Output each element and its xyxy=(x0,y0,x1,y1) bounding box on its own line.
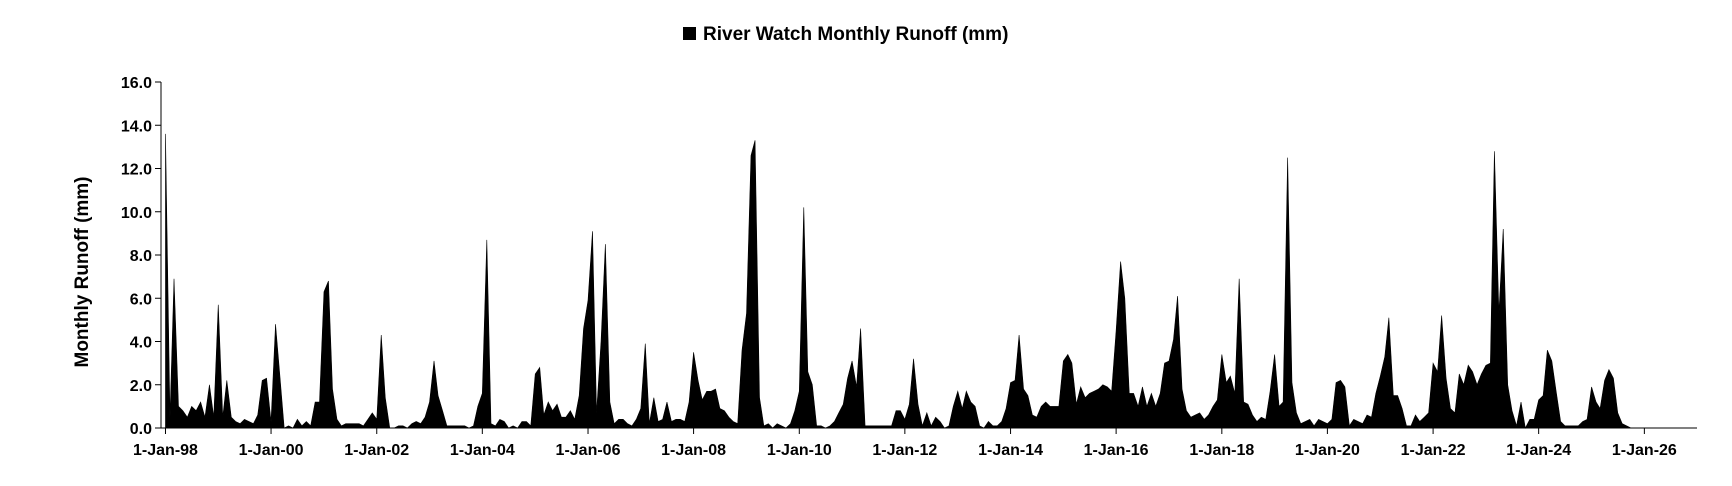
x-tick-label: 1-Jan-02 xyxy=(344,442,409,459)
y-axis-title: Monthly Runoff (mm) xyxy=(72,176,93,367)
x-tick-label: 1-Jan-04 xyxy=(450,442,515,459)
x-tick-label: 1-Jan-16 xyxy=(1084,442,1149,459)
x-tick-label: 1-Jan-08 xyxy=(661,442,726,459)
y-tick-label: 8.0 xyxy=(130,248,152,265)
y-tick-label: 2.0 xyxy=(130,378,152,395)
legend: River Watch Monthly Runoff (mm) xyxy=(683,24,1008,45)
x-tick-label: 1-Jan-26 xyxy=(1612,442,1677,459)
legend-swatch xyxy=(683,27,696,40)
series-area-0 xyxy=(165,133,1632,429)
x-tick-label: 1-Jan-20 xyxy=(1295,442,1360,459)
x-tick-label: 1-Jan-00 xyxy=(239,442,304,459)
series-layer xyxy=(165,133,1632,429)
y-tick-label: 14.0 xyxy=(121,118,152,135)
x-tick-label: 1-Jan-12 xyxy=(872,442,937,459)
x-tick-label: 1-Jan-18 xyxy=(1189,442,1254,459)
x-tick-label: 1-Jan-22 xyxy=(1401,442,1466,459)
x-tick-label: 1-Jan-06 xyxy=(556,442,621,459)
x-tick-label: 1-Jan-24 xyxy=(1506,442,1571,459)
y-tick-label: 16.0 xyxy=(121,75,152,92)
x-tick-label: 1-Jan-14 xyxy=(978,442,1043,459)
x-tick-label: 1-Jan-10 xyxy=(767,442,832,459)
y-tick-label: 6.0 xyxy=(130,291,152,308)
legend-label: River Watch Monthly Runoff (mm) xyxy=(703,24,1008,45)
plot-area: 0.0 2.0 4.0 6.0 8.0 10.0 12.0 14.0 16.0 1-Jan-98… xyxy=(121,75,1697,459)
x-tick-label: 1-Jan-98 xyxy=(133,442,198,459)
y-tick-label: 12.0 xyxy=(121,162,152,179)
y-tick-label: 10.0 xyxy=(121,205,152,222)
y-axis-ticks: 0.0 2.0 4.0 6.0 8.0 10.0 12.0 14.0 16.0 xyxy=(121,75,161,438)
x-axis-ticks: 1-Jan-98 1-Jan-00 1-Jan-02 1-Jan-04 1-Jan-06… xyxy=(133,428,1677,459)
y-tick-label: 4.0 xyxy=(130,335,152,352)
y-tick-label: 0.0 xyxy=(130,421,152,438)
